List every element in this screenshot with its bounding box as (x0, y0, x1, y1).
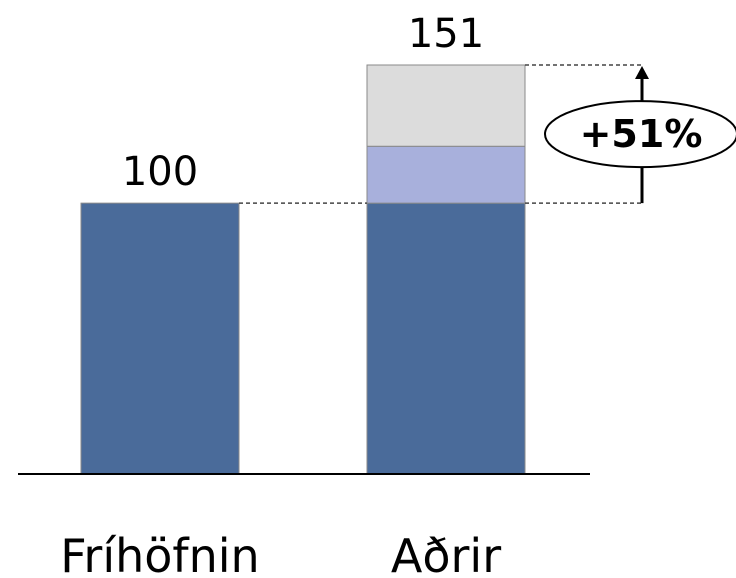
bar-segment-0-0 (80, 202, 240, 475)
category-label-1: Aðrir (391, 529, 501, 578)
callout-label: +51% (580, 112, 703, 156)
labels-group: 100 151 Fríhöfnin Aðrir (60, 11, 501, 578)
bars-group (80, 64, 526, 475)
guide-lines (239, 64, 642, 204)
total-label-0: 100 (122, 149, 198, 195)
callout-ellipse (544, 100, 736, 169)
category-label-0: Fríhöfnin (60, 529, 259, 578)
bar-segment-1-0 (366, 202, 526, 475)
bar-segment-1-2 (366, 64, 526, 147)
bar-segment-1-1 (366, 145, 526, 204)
total-label-1: 151 (408, 11, 484, 57)
arrow-head-icon (635, 66, 649, 79)
callout: +51% (544, 66, 736, 204)
